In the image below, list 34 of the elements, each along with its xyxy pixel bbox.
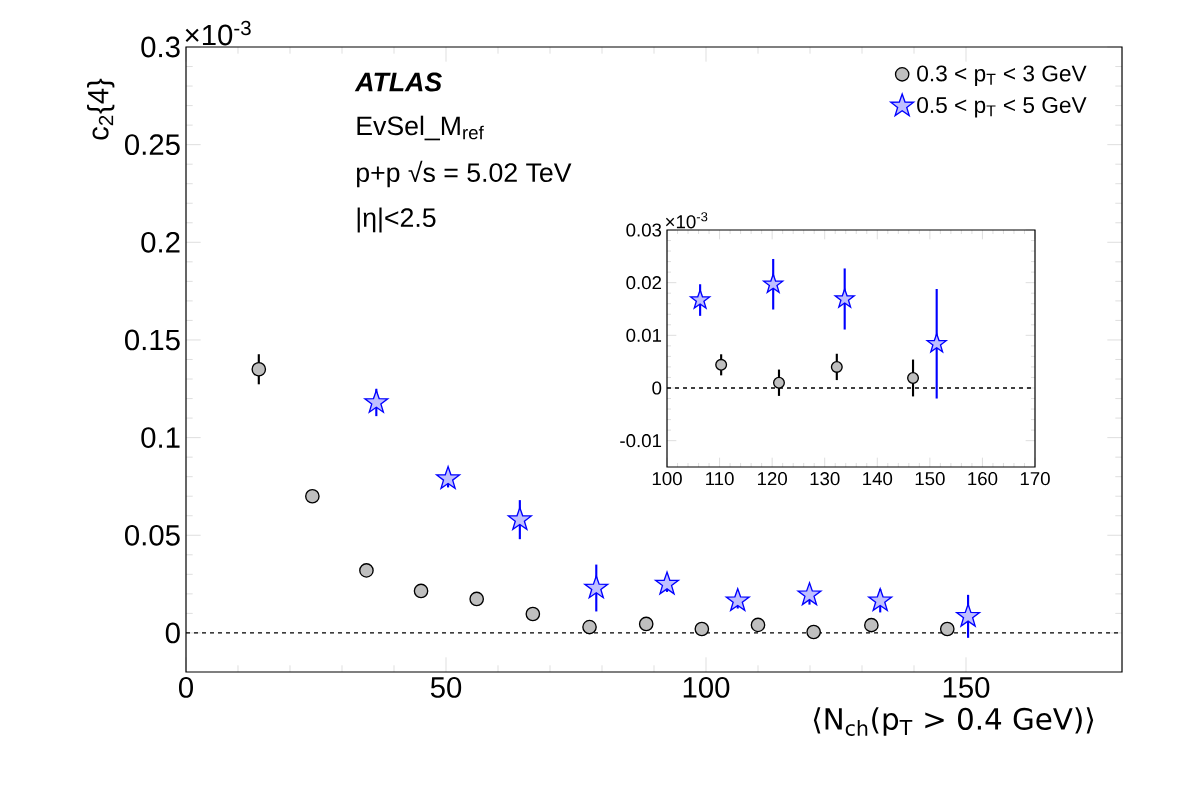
x-axis-title: ⟨N$_{ch}$(p$_{T}$ > 0.4 GeV)⟩ xyxy=(813,707,1094,736)
annotation: ATLAS xyxy=(354,72,442,92)
x-tick-label: 50 xyxy=(430,677,462,698)
y-tick-label: 0.01 xyxy=(626,328,662,342)
y-tick-label: 0.15 xyxy=(125,329,180,351)
x-tick-label: 150 xyxy=(915,472,945,486)
x-tick-label: 140 xyxy=(863,472,893,486)
x-tick-label: 0 xyxy=(178,677,193,698)
y-tick-label: 0.3 xyxy=(141,36,180,58)
y-axis-title: c$_{2}${4} xyxy=(87,78,115,140)
y-tick-label: 0 xyxy=(652,381,662,395)
annotation: ×10$^{-3}$ xyxy=(665,212,708,229)
x-tick-label: 100 xyxy=(683,677,730,698)
legend-label: 0.3 < p$_{T}$ < 3 GeV xyxy=(917,65,1087,86)
x-tick-label: 120 xyxy=(758,472,787,486)
x-tick-label: 170 xyxy=(1020,472,1050,486)
y-tick-label: 0 xyxy=(165,622,180,644)
y-tick-label: 0.03 xyxy=(626,223,662,237)
y-tick-label: 0.02 xyxy=(626,276,662,290)
y-tick-label: 0.1 xyxy=(141,427,180,449)
y-tick-label: 0.25 xyxy=(125,134,180,156)
annotation: EvSel_M$_{ref}$ xyxy=(357,115,484,141)
x-tick-label: 130 xyxy=(810,472,840,486)
legend-label: 0.5 < p$_{T}$ < 5 GeV xyxy=(917,97,1087,118)
x-tick-label: 100 xyxy=(652,472,682,486)
x-tick-label: 160 xyxy=(968,472,998,486)
y-tick-label: -0.01 xyxy=(620,434,662,448)
annotation: |η|<2.5 xyxy=(357,207,436,233)
annotation: p+p √s = 5.02 TeV xyxy=(356,160,572,188)
text: ×10$^{-3}$ xyxy=(185,20,251,46)
y-tick-label: 0.2 xyxy=(141,231,180,253)
x-tick-label: 110 xyxy=(706,472,734,486)
y-tick-label: 0.05 xyxy=(125,524,180,546)
x-tick-label: 150 xyxy=(943,677,990,698)
